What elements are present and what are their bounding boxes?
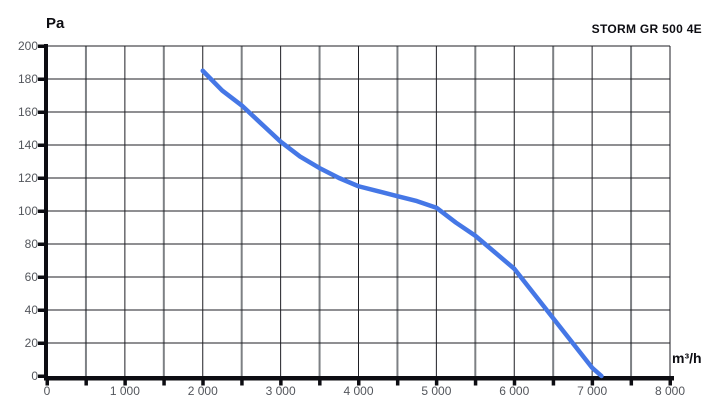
y-axis-tick bbox=[38, 176, 44, 180]
x-axis-tick bbox=[434, 380, 439, 386]
x-axis-tick bbox=[357, 380, 361, 386]
y-tick-label: 140 bbox=[17, 138, 38, 152]
x-axis-tick bbox=[201, 380, 205, 386]
x-axis-tick bbox=[318, 380, 322, 386]
x-axis-tick bbox=[240, 380, 244, 386]
x-tick-label: 0 bbox=[43, 384, 51, 398]
x-tick-label: 3 000 bbox=[265, 384, 296, 398]
x-axis-tick bbox=[395, 380, 400, 386]
chart-title: STORM GR 500 4E bbox=[591, 22, 702, 36]
x-axis-tick bbox=[473, 380, 478, 386]
y-axis-tick bbox=[38, 242, 44, 246]
y-tick-label: 40 bbox=[24, 303, 38, 317]
y-tick-label: 100 bbox=[17, 204, 38, 218]
y-tick-label: 180 bbox=[17, 72, 38, 86]
x-axis-tick bbox=[629, 380, 634, 386]
x-axis-line bbox=[44, 376, 674, 381]
x-axis-tick bbox=[590, 380, 595, 386]
y-tick-label: 80 bbox=[24, 237, 38, 251]
y-tick-label: 0 bbox=[31, 369, 38, 383]
x-tick-label: 5 000 bbox=[421, 384, 452, 398]
y-axis-tick bbox=[38, 308, 44, 312]
y-axis-tick bbox=[38, 275, 44, 279]
y-axis-line bbox=[44, 44, 48, 381]
y-axis-tick bbox=[38, 374, 44, 378]
x-tick-label: 1 000 bbox=[109, 384, 140, 398]
y-axis-tick bbox=[38, 341, 44, 345]
x-tick-label: 4 000 bbox=[343, 384, 374, 398]
x-tick-label: 2 000 bbox=[187, 384, 218, 398]
y-tick-label: 60 bbox=[24, 270, 38, 284]
x-axis-tick bbox=[162, 380, 166, 386]
x-axis-tick bbox=[45, 380, 49, 386]
y-axis-tick bbox=[38, 44, 44, 48]
y-axis-tick bbox=[38, 143, 44, 147]
y-tick-label: 120 bbox=[17, 171, 38, 185]
x-tick-label: 6 000 bbox=[499, 384, 530, 398]
y-axis-unit-label: Pa bbox=[46, 15, 65, 32]
y-tick-label: 160 bbox=[17, 105, 38, 119]
x-axis-tick bbox=[84, 380, 88, 386]
y-tick-label: 200 bbox=[17, 39, 38, 53]
pressure-curve bbox=[200, 68, 604, 379]
y-axis-tick bbox=[38, 110, 44, 114]
x-axis-tick bbox=[668, 380, 672, 386]
x-tick-label: 7 000 bbox=[577, 384, 608, 398]
y-axis-tick bbox=[38, 77, 44, 81]
y-tick-label: 20 bbox=[24, 336, 38, 350]
x-axis-tick bbox=[279, 380, 283, 386]
x-axis-tick bbox=[123, 380, 127, 386]
x-axis-tick bbox=[551, 380, 556, 386]
x-tick-label: 8 000 bbox=[654, 384, 686, 398]
x-axis-unit-label: m³/h bbox=[672, 350, 702, 366]
y-axis-tick bbox=[38, 209, 44, 213]
x-axis-tick bbox=[512, 380, 517, 386]
